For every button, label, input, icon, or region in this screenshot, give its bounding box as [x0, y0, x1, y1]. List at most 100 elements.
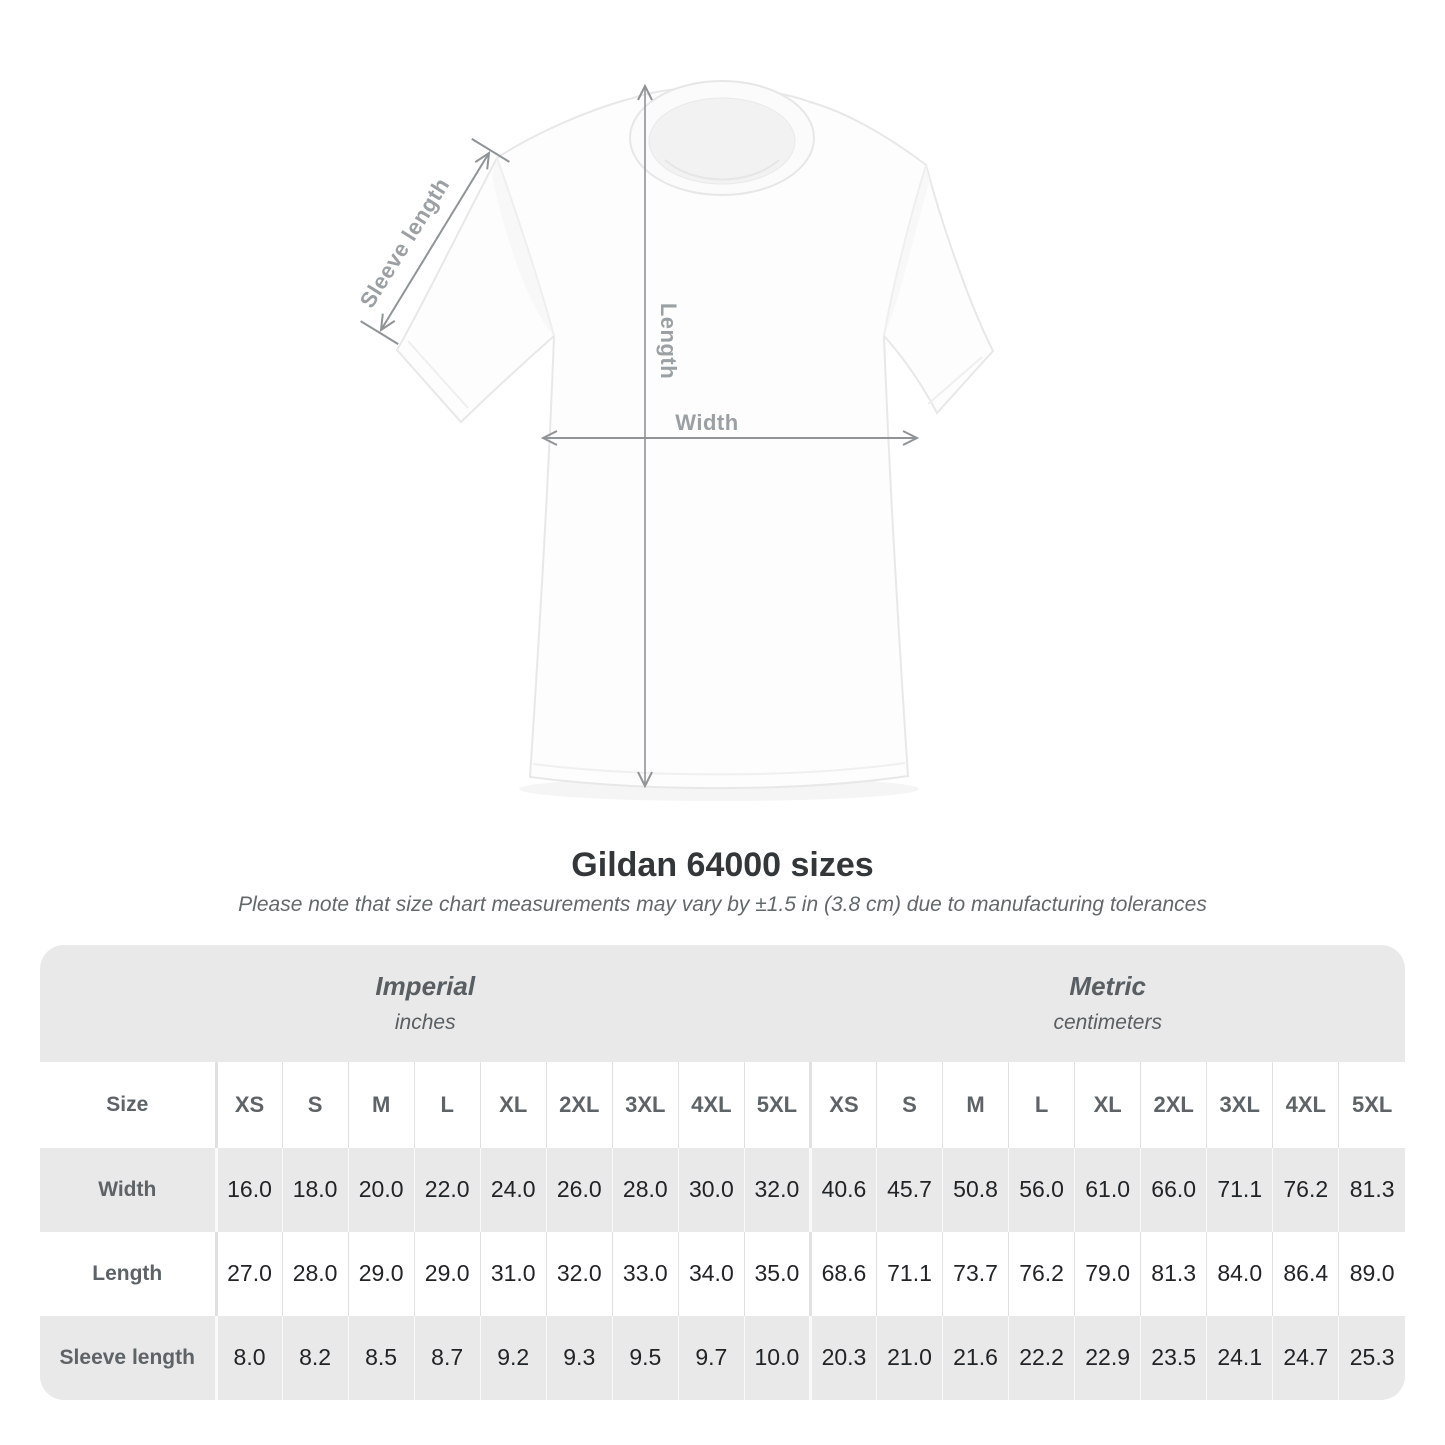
metric-group-title: Metric — [1069, 971, 1146, 1002]
value-cell: 9.5 — [611, 1315, 679, 1400]
value-cell: 45.7 — [875, 1147, 943, 1232]
collar-rib-line — [664, 159, 780, 181]
sleeve-length-row: Sleeve length 8.0 8.2 8.5 8.7 9.2 9.3 9.… — [40, 1315, 1405, 1400]
sleeve-endcap-bottom — [360, 320, 399, 345]
size-col-header: L — [1008, 1061, 1075, 1148]
value-cell: 30.0 — [677, 1147, 745, 1232]
value-cell: 22.0 — [413, 1147, 481, 1232]
value-cell: 24.0 — [479, 1147, 547, 1232]
value-cell: 66.0 — [1140, 1147, 1207, 1232]
collar-inner — [648, 97, 796, 185]
value-cell: 56.0 — [1008, 1147, 1075, 1232]
value-cell: 86.4 — [1272, 1231, 1339, 1316]
value-cell: 20.3 — [808, 1315, 877, 1400]
value-cell: 32.0 — [743, 1147, 811, 1232]
value-cell: 29.0 — [347, 1231, 415, 1316]
sleeve-arrowhead-top — [474, 150, 491, 170]
value-cell: 8.5 — [347, 1315, 415, 1400]
value-cell: 61.0 — [1074, 1147, 1141, 1232]
size-col-header: S — [281, 1061, 349, 1148]
value-cell: 22.9 — [1074, 1315, 1141, 1400]
value-cell: 9.7 — [677, 1315, 745, 1400]
size-col-header: XL — [1074, 1061, 1141, 1148]
size-col-header: 5XL — [1338, 1061, 1405, 1148]
value-cell: 73.7 — [942, 1231, 1009, 1316]
value-cell: 76.2 — [1272, 1147, 1339, 1232]
metric-group-unit: centimeters — [1053, 1011, 1162, 1035]
size-col-header: S — [875, 1061, 943, 1148]
sleeve-length-arrow — [380, 152, 490, 331]
sleeve-endcap-top — [471, 138, 510, 163]
page-title: Gildan 64000 sizes — [571, 846, 874, 884]
length-arrowhead-bottom — [637, 771, 653, 789]
value-cell: 18.0 — [281, 1147, 349, 1232]
value-cell: 26.0 — [545, 1147, 613, 1232]
value-cell: 23.5 — [1140, 1315, 1207, 1400]
length-row: Length 27.0 28.0 29.0 29.0 31.0 32.0 33.… — [40, 1231, 1405, 1316]
value-cell: 9.3 — [545, 1315, 613, 1400]
size-col-header: 3XL — [611, 1061, 679, 1148]
value-cell: 22.2 — [1008, 1315, 1075, 1400]
value-cell: 40.6 — [808, 1147, 877, 1232]
size-col-header: 2XL — [545, 1061, 613, 1148]
size-col-header: M — [347, 1061, 415, 1148]
value-cell: 10.0 — [743, 1315, 811, 1400]
size-header-label: Size — [40, 1061, 216, 1148]
width-row: Width 16.0 18.0 20.0 22.0 24.0 26.0 28.0… — [40, 1147, 1405, 1232]
value-cell: 16.0 — [214, 1147, 283, 1232]
left-armhole-seam — [496, 157, 555, 337]
value-cell: 28.0 — [611, 1147, 679, 1232]
width-label: Width — [675, 410, 739, 435]
value-cell: 81.3 — [1338, 1147, 1405, 1232]
size-col-header: XS — [808, 1061, 877, 1148]
width-arrowhead-right — [902, 430, 920, 446]
value-cell: 71.1 — [1206, 1147, 1273, 1232]
right-armhole-seam — [883, 164, 927, 337]
size-col-header: L — [413, 1061, 481, 1148]
size-col-header: 4XL — [677, 1061, 745, 1148]
value-cell: 34.0 — [677, 1231, 745, 1316]
size-col-header: 3XL — [1206, 1061, 1273, 1148]
right-armhole-shade — [884, 165, 930, 336]
row-label: Length — [40, 1231, 216, 1316]
metric-group-header: Metric centimeters — [810, 944, 1405, 1062]
value-cell: 31.0 — [479, 1231, 547, 1316]
size-header-row: Size XS S M L XL 2XL 3XL 4XL 5XL XS S M … — [40, 1061, 1405, 1148]
sleeve-arrowhead-bottom — [379, 313, 396, 333]
value-cell: 89.0 — [1338, 1231, 1405, 1316]
left-sleeve-hem-seam — [407, 340, 469, 409]
size-col-header: XL — [479, 1061, 547, 1148]
right-sleeve-hem-seam — [927, 356, 983, 405]
row-label: Width — [40, 1147, 216, 1232]
value-cell: 8.7 — [413, 1315, 481, 1400]
value-cell: 29.0 — [413, 1231, 481, 1316]
value-cell: 8.0 — [214, 1315, 283, 1400]
size-col-header: 4XL — [1272, 1061, 1339, 1148]
size-col-header: XS — [214, 1061, 283, 1148]
imperial-group-title: Imperial — [375, 971, 476, 1002]
width-arrowhead-left — [540, 430, 558, 446]
tshirt-illustration — [360, 80, 995, 790]
value-cell: 81.3 — [1140, 1231, 1207, 1316]
size-col-header: M — [942, 1061, 1009, 1148]
value-cell: 35.0 — [743, 1231, 811, 1316]
bottom-hem-seam — [532, 762, 906, 776]
size-col-header: 2XL — [1140, 1061, 1207, 1148]
value-cell: 71.1 — [875, 1231, 943, 1316]
value-cell: 68.6 — [808, 1231, 877, 1316]
chart-heading: Gildan 64000 sizes Please note that size… — [0, 845, 1445, 917]
measurement-arrows — [360, 83, 920, 789]
value-cell: 33.0 — [611, 1231, 679, 1316]
value-cell: 24.7 — [1272, 1315, 1339, 1400]
unit-group-header-row: Imperial inches Metric centimeters — [40, 944, 1405, 1062]
value-cell: 76.2 — [1008, 1231, 1075, 1316]
row-label: Sleeve length — [40, 1315, 216, 1400]
value-cell: 50.8 — [942, 1147, 1009, 1232]
size-col-header: 5XL — [743, 1061, 811, 1148]
value-cell: 32.0 — [545, 1231, 613, 1316]
value-cell: 8.2 — [281, 1315, 349, 1400]
value-cell: 25.3 — [1338, 1315, 1405, 1400]
value-cell: 9.2 — [479, 1315, 547, 1400]
length-arrowhead-top — [637, 83, 653, 101]
left-armhole-shade — [492, 158, 554, 336]
